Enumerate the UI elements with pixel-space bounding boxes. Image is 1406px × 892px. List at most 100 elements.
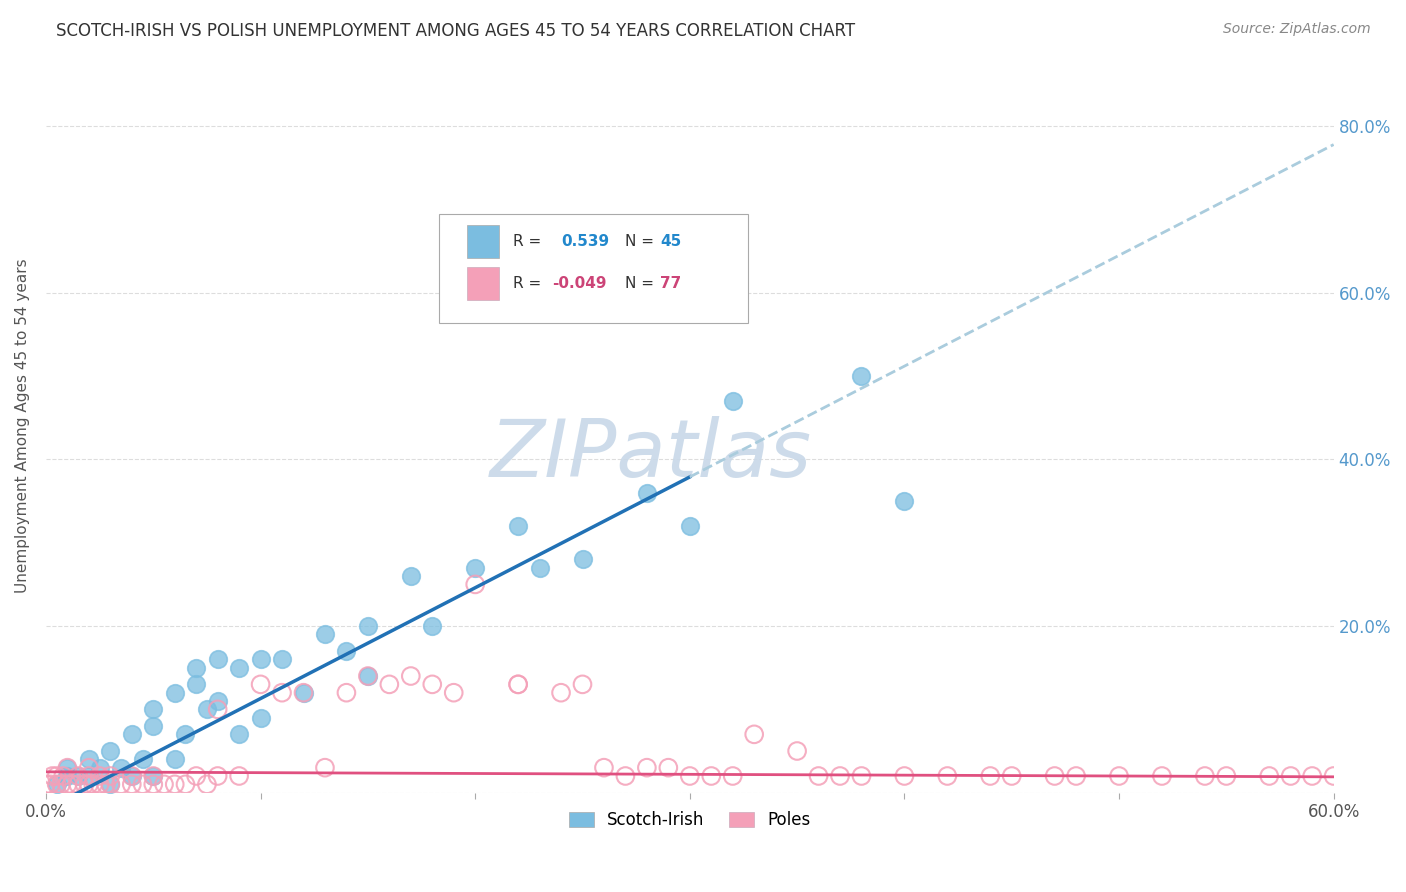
Point — [443, 686, 465, 700]
Point — [163, 777, 186, 791]
Point — [335, 686, 357, 700]
Point — [121, 769, 143, 783]
Point — [508, 677, 530, 691]
Point — [131, 752, 153, 766]
Point — [1108, 769, 1130, 783]
Point — [35, 777, 58, 791]
Text: 0.539: 0.539 — [561, 234, 609, 249]
Point — [45, 777, 67, 791]
Point — [249, 711, 271, 725]
Point — [110, 761, 132, 775]
Point — [636, 761, 658, 775]
Point — [464, 577, 486, 591]
Point — [399, 669, 422, 683]
Point — [56, 761, 79, 775]
Point — [174, 727, 197, 741]
Point — [893, 769, 915, 783]
Point — [550, 686, 572, 700]
Point — [228, 769, 250, 783]
Point — [60, 777, 83, 791]
Point — [45, 769, 67, 783]
Point — [1001, 769, 1024, 783]
Point — [614, 769, 637, 783]
Point — [77, 769, 100, 783]
Point — [742, 727, 765, 741]
Point — [56, 761, 79, 775]
Point — [271, 686, 294, 700]
Point — [41, 769, 63, 783]
Point — [679, 519, 702, 533]
Point — [77, 777, 100, 791]
Point — [700, 769, 723, 783]
FancyBboxPatch shape — [439, 213, 748, 324]
Point — [153, 777, 176, 791]
Text: Source: ZipAtlas.com: Source: ZipAtlas.com — [1223, 22, 1371, 37]
Point — [636, 485, 658, 500]
Point — [98, 777, 121, 791]
Point — [292, 686, 315, 700]
Point — [851, 769, 873, 783]
FancyBboxPatch shape — [467, 267, 499, 300]
Point — [207, 769, 229, 783]
Point — [98, 777, 121, 791]
Point — [893, 494, 915, 508]
Point — [56, 777, 79, 791]
Point — [357, 619, 380, 633]
Point — [142, 702, 165, 716]
Point — [142, 769, 165, 783]
Point — [73, 777, 96, 791]
Text: R =: R = — [513, 276, 541, 291]
Point — [399, 569, 422, 583]
Point — [186, 661, 208, 675]
Point — [1301, 769, 1323, 783]
Point — [807, 769, 830, 783]
Point — [67, 777, 90, 791]
Point — [98, 744, 121, 758]
Point — [174, 777, 197, 791]
Point — [207, 652, 229, 666]
Y-axis label: Unemployment Among Ages 45 to 54 years: Unemployment Among Ages 45 to 54 years — [15, 259, 30, 593]
Point — [39, 777, 62, 791]
Point — [679, 769, 702, 783]
Point — [89, 777, 111, 791]
Text: R =: R = — [513, 234, 547, 249]
Point — [786, 744, 808, 758]
Point — [721, 769, 744, 783]
Point — [271, 652, 294, 666]
Point — [121, 727, 143, 741]
Point — [314, 627, 336, 641]
Point — [228, 661, 250, 675]
Point — [571, 677, 593, 691]
Text: -0.049: -0.049 — [553, 276, 606, 291]
Point — [142, 777, 165, 791]
Point — [121, 777, 143, 791]
Point — [249, 677, 271, 691]
FancyBboxPatch shape — [467, 225, 499, 258]
Point — [207, 702, 229, 716]
Point — [464, 560, 486, 574]
Text: N =: N = — [626, 234, 654, 249]
Point — [851, 369, 873, 384]
Point — [593, 761, 616, 775]
Point — [131, 777, 153, 791]
Point — [529, 560, 551, 574]
Point — [1150, 769, 1173, 783]
Text: SCOTCH-IRISH VS POLISH UNEMPLOYMENT AMONG AGES 45 TO 54 YEARS CORRELATION CHART: SCOTCH-IRISH VS POLISH UNEMPLOYMENT AMON… — [56, 22, 855, 40]
Point — [314, 761, 336, 775]
Text: 45: 45 — [661, 234, 682, 249]
Point — [357, 669, 380, 683]
Point — [163, 686, 186, 700]
Point — [936, 769, 959, 783]
Point — [1064, 769, 1087, 783]
Point — [657, 761, 679, 775]
Point — [420, 677, 443, 691]
Point — [56, 769, 79, 783]
Point — [1323, 769, 1346, 783]
Point — [1194, 769, 1216, 783]
Point — [378, 677, 401, 691]
Text: N =: N = — [626, 276, 654, 291]
Point — [121, 769, 143, 783]
Point — [142, 769, 165, 783]
Point — [1043, 769, 1066, 783]
Point — [45, 777, 67, 791]
